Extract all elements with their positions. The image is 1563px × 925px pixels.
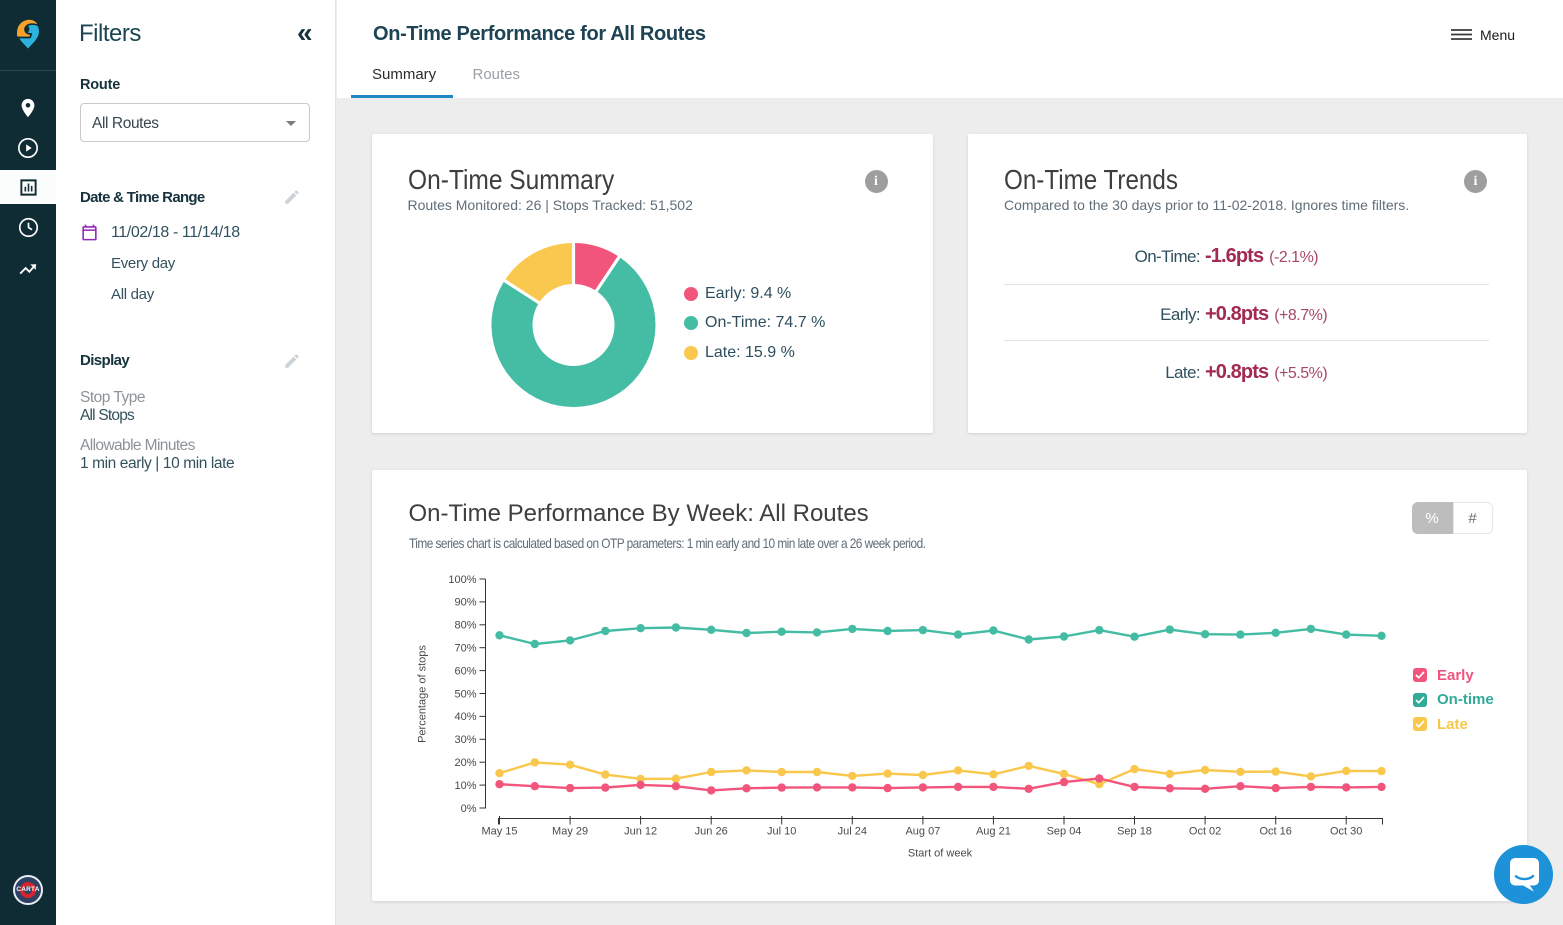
svg-text:60%: 60%	[454, 665, 476, 677]
svg-text:Aug 07: Aug 07	[905, 826, 940, 838]
svg-text:Sep 18: Sep 18	[1117, 826, 1152, 838]
svg-text:90%: 90%	[454, 597, 476, 609]
svg-text:Jul 10: Jul 10	[767, 826, 796, 838]
svg-text:70%: 70%	[454, 643, 476, 655]
svg-text:Percentage of stops: Percentage of stops	[416, 645, 428, 743]
svg-text:Jul 24: Jul 24	[837, 826, 866, 838]
svg-text:Start of week: Start of week	[907, 848, 972, 860]
svg-text:Oct 30: Oct 30	[1329, 826, 1361, 838]
svg-text:Sep 04: Sep 04	[1046, 826, 1081, 838]
svg-text:30%: 30%	[454, 734, 476, 746]
svg-text:Oct 16: Oct 16	[1259, 826, 1291, 838]
svg-text:10%: 10%	[454, 780, 476, 792]
svg-text:Aug 21: Aug 21	[975, 826, 1010, 838]
svg-text:80%: 80%	[454, 620, 476, 632]
svg-text:20%: 20%	[454, 757, 476, 769]
svg-text:Jun 12: Jun 12	[624, 826, 657, 838]
svg-text:0%: 0%	[460, 803, 476, 815]
svg-text:40%: 40%	[454, 711, 476, 723]
svg-text:50%: 50%	[454, 688, 476, 700]
svg-text:May 29: May 29	[552, 826, 588, 838]
svg-text:Jun 26: Jun 26	[694, 826, 727, 838]
svg-text:May 15: May 15	[481, 826, 517, 838]
svg-text:100%: 100%	[448, 574, 476, 586]
svg-text:Oct 02: Oct 02	[1188, 826, 1220, 838]
